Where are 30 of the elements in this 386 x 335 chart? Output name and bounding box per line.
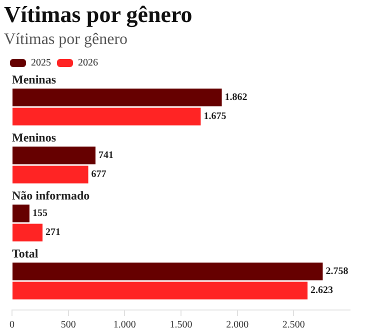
bar xyxy=(12,282,308,300)
x-tick-label: 1.000 xyxy=(113,320,136,331)
chart-subtitle: Vítimas por gênero xyxy=(4,30,129,50)
x-tick-label: 500 xyxy=(60,320,76,331)
legend-label: 2026 xyxy=(78,58,98,69)
y-tick-label: Não informado xyxy=(12,188,90,203)
bar xyxy=(12,108,201,126)
data-label: 2.623 xyxy=(310,285,334,296)
data-label: 1.675 xyxy=(204,111,226,122)
y-tick-label: Total xyxy=(12,246,39,261)
x-tick-label: 2.500 xyxy=(282,320,305,331)
bar xyxy=(12,166,88,184)
bar xyxy=(12,146,96,164)
y-tick-label: Meninos xyxy=(12,130,56,145)
bar xyxy=(12,224,43,242)
data-label: 2.758 xyxy=(326,266,348,278)
data-label: 1.862 xyxy=(224,92,248,104)
data-label: 271 xyxy=(46,227,61,238)
bar xyxy=(12,262,323,280)
chart-title: Vítimas por gênero xyxy=(4,1,194,30)
bar xyxy=(12,88,222,106)
y-tick-label: Meninas xyxy=(12,72,56,87)
data-label: 677 xyxy=(91,169,106,180)
legend-label: 2025 xyxy=(31,58,51,69)
bar xyxy=(12,204,30,222)
x-tick-label: 1.500 xyxy=(170,320,192,331)
x-tick-label: 2.000 xyxy=(226,320,249,331)
x-tick-label: 0 xyxy=(10,320,14,331)
data-label: 741 xyxy=(98,150,114,162)
data-label: 155 xyxy=(32,208,48,220)
